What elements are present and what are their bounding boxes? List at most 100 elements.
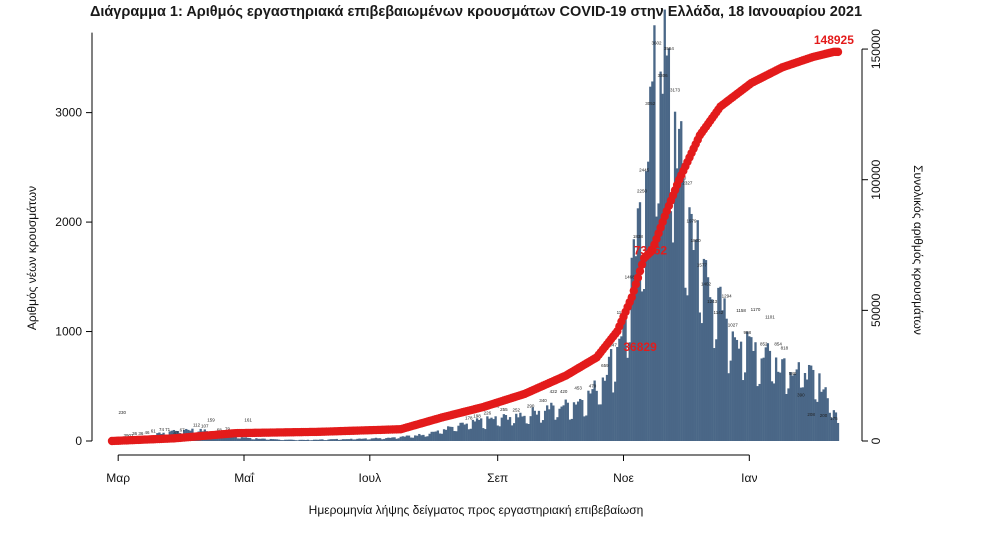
bar <box>628 342 631 441</box>
bar <box>818 373 821 441</box>
bar <box>614 381 617 441</box>
bar-data-label: 112 <box>193 423 201 428</box>
bar-data-label: 107 <box>201 423 209 428</box>
bar <box>255 438 258 441</box>
bar-data-label: 200 <box>820 413 828 418</box>
cumulative-series <box>107 47 843 446</box>
bar <box>290 439 293 441</box>
bar <box>721 310 724 441</box>
bar <box>686 295 689 441</box>
cumulative-annotation: 36829 <box>623 340 657 354</box>
bar <box>760 358 763 441</box>
bar <box>288 439 291 441</box>
bar-data-label: 1294 <box>722 293 733 298</box>
bar <box>457 425 460 441</box>
bar <box>461 422 464 441</box>
bar <box>799 387 803 441</box>
bar <box>585 415 588 441</box>
bar <box>430 431 433 441</box>
bar <box>717 287 720 441</box>
bar <box>387 437 390 441</box>
bar <box>269 438 272 441</box>
bar <box>739 341 743 441</box>
bar <box>525 423 528 441</box>
bar <box>484 429 487 441</box>
bar <box>566 402 569 441</box>
bar <box>360 438 363 441</box>
bar-data-label: 36 <box>132 431 138 436</box>
bar <box>471 419 475 441</box>
bar-data-label: 61 <box>151 428 157 433</box>
bar <box>692 250 695 441</box>
bar <box>607 356 611 441</box>
bar <box>261 438 264 441</box>
bar <box>238 438 242 441</box>
bar <box>729 360 732 441</box>
bar <box>830 417 833 441</box>
bar <box>758 383 761 441</box>
bar <box>395 438 398 441</box>
bar-data-label: 3902 <box>123 433 134 438</box>
bar <box>787 388 790 441</box>
bar <box>315 439 318 441</box>
bar-data-label: 290 <box>527 403 535 408</box>
cumulative-point <box>631 280 641 289</box>
bar <box>414 435 417 441</box>
bar <box>444 429 448 441</box>
bar <box>284 439 287 441</box>
bar <box>510 425 514 441</box>
bar <box>228 435 231 441</box>
x-tick-label: Μαρ <box>106 471 130 485</box>
x-axis: Μαρ Μαΐ Ιουλ Σεπ Νοε Ιαν <box>106 454 757 485</box>
bar <box>572 402 576 441</box>
bar <box>277 439 281 441</box>
bar <box>488 418 491 441</box>
bar <box>649 86 652 441</box>
bar <box>294 440 297 441</box>
y-tick-label: 1000 <box>55 325 82 339</box>
bar <box>675 168 679 442</box>
bar <box>521 416 524 441</box>
bar <box>801 387 805 441</box>
bar <box>624 309 627 441</box>
bar <box>593 380 596 441</box>
y2-axis-title: Συνολικός αριθμός κρουσμάτων <box>911 165 925 335</box>
bar <box>486 416 489 441</box>
x-tick-label: Σεπ <box>487 471 508 485</box>
bar-data-label: 208 <box>807 412 815 417</box>
bar <box>310 440 314 441</box>
bar <box>482 428 485 441</box>
bar <box>785 393 788 441</box>
y2-tick-label: 50000 <box>869 293 883 327</box>
bar <box>541 420 545 441</box>
bar <box>230 435 233 441</box>
bar <box>376 438 380 441</box>
bar <box>626 357 629 441</box>
bar <box>329 439 332 441</box>
bar <box>232 435 235 441</box>
bar <box>411 437 415 441</box>
bar <box>719 286 722 441</box>
bar <box>378 438 382 441</box>
bar <box>834 412 838 441</box>
bar <box>824 387 827 441</box>
x-tick-label: Ιαν <box>741 471 757 485</box>
bar <box>354 439 357 441</box>
bar <box>539 422 543 441</box>
cumulative-point <box>635 266 645 276</box>
bar <box>302 439 305 441</box>
bar <box>424 436 427 441</box>
bar-data-label: 175 <box>830 416 838 421</box>
bar <box>591 389 594 441</box>
bar <box>595 390 598 441</box>
bar <box>768 350 772 441</box>
bar <box>335 438 338 441</box>
bar <box>612 392 615 441</box>
bar <box>814 399 817 441</box>
bar-data-label: 1243 <box>707 299 718 304</box>
bar-data-label: 818 <box>781 345 789 350</box>
bar <box>690 213 693 441</box>
bar <box>298 439 301 441</box>
bar <box>659 71 662 441</box>
cumulative-point <box>833 47 843 57</box>
